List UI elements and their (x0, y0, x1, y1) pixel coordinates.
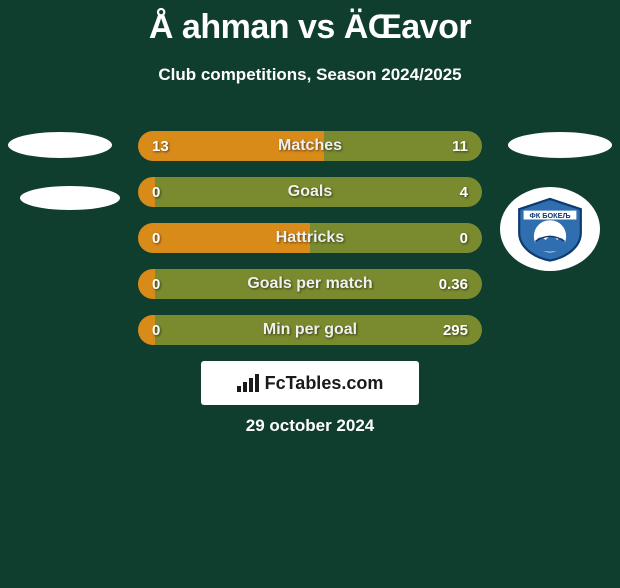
stat-row: 0Min per goal295 (138, 315, 482, 345)
stat-row: 13Matches11 (138, 131, 482, 161)
stat-row: 0Goals4 (138, 177, 482, 207)
stat-label: Hattricks (138, 229, 482, 247)
fctables-label: FcTables.com (265, 373, 384, 394)
club-crest-icon: ФК БОКЕЉ (512, 196, 588, 262)
stat-label: Goals per match (138, 275, 482, 293)
left-player-badge-1 (8, 132, 112, 158)
stat-left-value: 0 (152, 184, 160, 201)
right-club-crest-container: ФК БОКЕЉ (500, 187, 600, 271)
stat-left-value: 0 (152, 322, 160, 339)
comparison-date: 29 october 2024 (0, 416, 620, 436)
stat-right-value: 295 (443, 322, 468, 339)
page-title: Å ahman vs ÄŒavor (0, 8, 620, 47)
stat-left-value: 0 (152, 230, 160, 247)
stat-left-value: 13 (152, 138, 169, 155)
fctables-bars-icon (237, 374, 259, 392)
subtitle: Club competitions, Season 2024/2025 (0, 65, 620, 85)
stat-row: 0Hattricks0 (138, 223, 482, 253)
crest-top-text: ФК БОКЕЉ (529, 211, 570, 220)
fctables-badge: FcTables.com (201, 361, 419, 405)
stat-row: 0Goals per match0.36 (138, 269, 482, 299)
stat-right-value: 4 (460, 184, 468, 201)
stat-label: Matches (138, 137, 482, 155)
stat-label: Min per goal (138, 321, 482, 339)
stat-right-value: 0.36 (439, 276, 468, 293)
right-player-badge-top (508, 132, 612, 158)
left-player-badge-2 (20, 186, 120, 210)
stat-label: Goals (138, 183, 482, 201)
stat-right-value: 0 (460, 230, 468, 247)
stats-table: 13Matches110Goals40Hattricks00Goals per … (138, 131, 482, 361)
stat-left-value: 0 (152, 276, 160, 293)
stat-right-value: 11 (452, 138, 468, 155)
